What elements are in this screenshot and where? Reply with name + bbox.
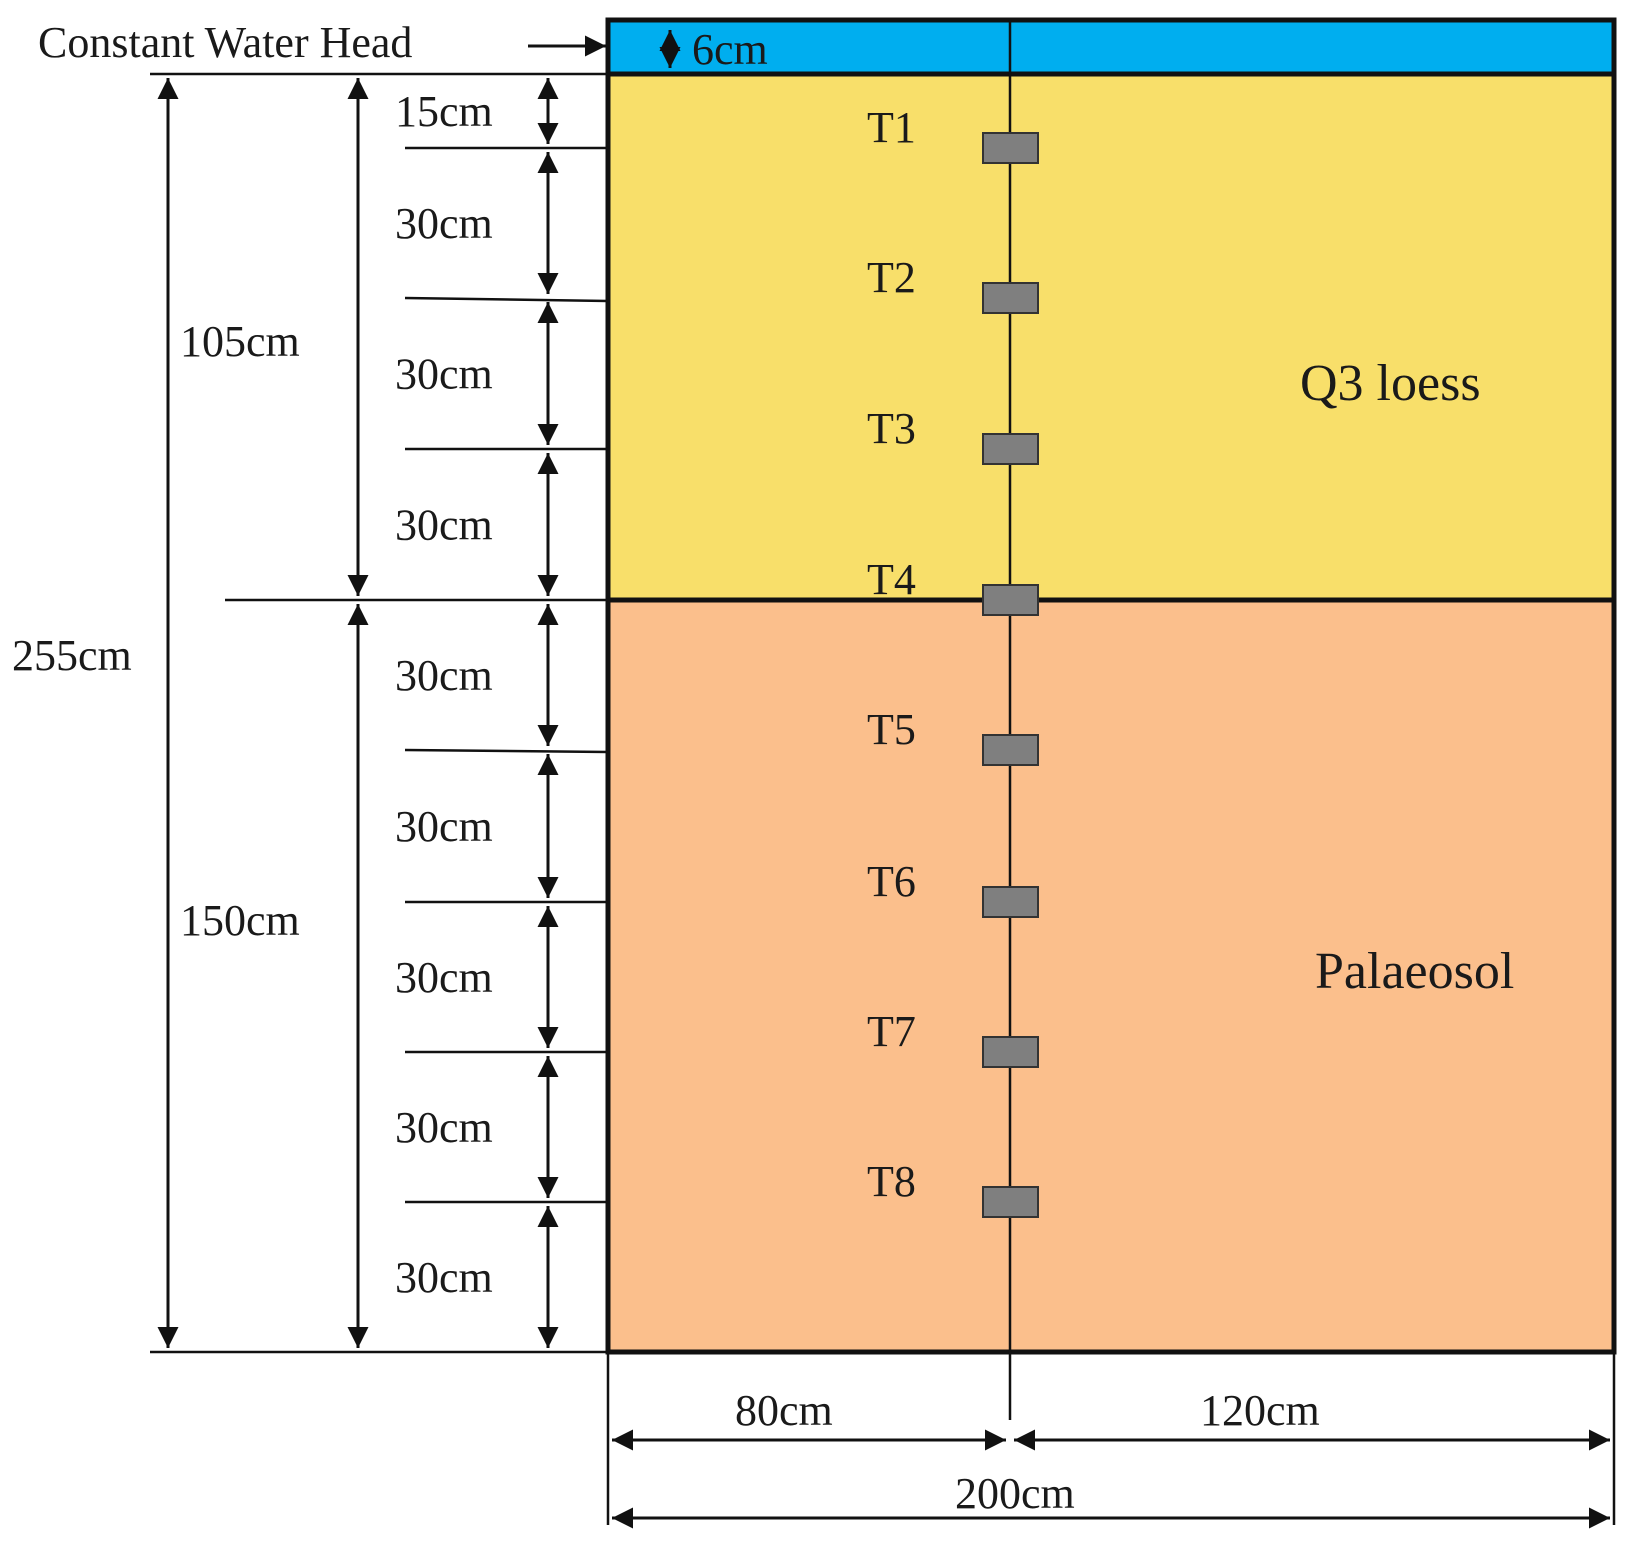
sensor-label-t8: T8: [867, 1157, 916, 1206]
sensor-t1: [982, 132, 1039, 164]
sensor-t3: [982, 433, 1039, 465]
sensor-label-t4: T4: [867, 555, 916, 604]
sensor-label-t6: T6: [867, 857, 916, 906]
sensor-label-t5: T5: [867, 705, 916, 754]
water-depth-label: 6cm: [692, 25, 768, 74]
sensor-label-t1: T1: [867, 103, 916, 152]
q3-loess-label: Q3 loess: [1300, 355, 1481, 412]
dim-150-label: 150cm: [180, 896, 300, 945]
segment-label: 30cm: [395, 199, 493, 248]
sensor-label-t2: T2: [867, 253, 916, 302]
dim-255-label: 255cm: [12, 631, 132, 680]
dim-200-label: 200cm: [955, 1469, 1075, 1518]
dim-120-label: 120cm: [1200, 1386, 1320, 1435]
segment-label: 30cm: [395, 953, 493, 1002]
q3-loess-layer: [605, 71, 1617, 603]
segment-label: 30cm: [395, 802, 493, 851]
palaeosol-layer: [605, 597, 1617, 1355]
dim-105-label: 105cm: [180, 317, 300, 366]
segment-label: 30cm: [395, 1253, 493, 1302]
sensor-t2: [982, 282, 1039, 314]
dim-80-label: 80cm: [735, 1386, 833, 1435]
segment-label: 30cm: [395, 350, 493, 399]
segment-label: 30cm: [395, 1103, 493, 1152]
sensor-t7: [982, 1036, 1039, 1068]
water-head-label: Constant Water Head: [38, 18, 412, 67]
sensor-t5: [982, 734, 1039, 766]
palaeosol-label: Palaeosol: [1315, 943, 1514, 1000]
sensor-group: T1 T2 T3 T4 T5 T6 T7 T8: [867, 103, 1039, 1218]
sensor-label-t7: T7: [867, 1007, 916, 1056]
sensor-t4: [982, 584, 1039, 616]
sensor-label-t3: T3: [867, 404, 916, 453]
sensor-t8: [982, 1186, 1039, 1218]
segment-label: 30cm: [395, 651, 493, 700]
segment-label: 30cm: [395, 501, 493, 550]
extension-lines: [150, 72, 1616, 1525]
segment-label: 15cm: [395, 87, 493, 136]
sensor-t6: [982, 886, 1039, 918]
segment-dimensions: 15cm 30cm 30cm 30cm 30cm 30cm 30cm 30cm 30cm: [395, 78, 559, 1348]
